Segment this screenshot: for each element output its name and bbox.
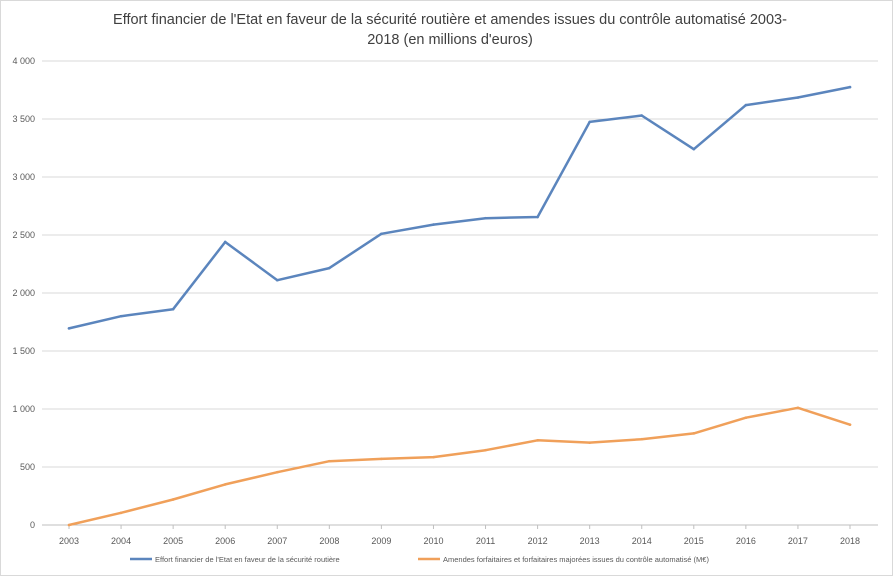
legend-label: Effort financier de l'Etat en faveur de … — [155, 555, 340, 564]
data-point — [744, 103, 748, 107]
y-tick-label: 2 000 — [12, 288, 35, 298]
data-point — [119, 511, 123, 515]
y-tick-label: 2 500 — [12, 230, 35, 240]
data-point — [536, 215, 539, 219]
gridlines — [42, 60, 878, 526]
legend: Effort financier de l'Etat en faveur de … — [130, 555, 709, 564]
y-tick-label: 500 — [20, 462, 35, 472]
data-point — [275, 278, 279, 282]
x-axis-ticks: 2003 2004 2005 2006 2007 2008 2009 2010 2011 2012… — [59, 525, 860, 546]
x-tick-label: 2003 — [59, 536, 79, 546]
x-tick-label: 2004 — [111, 536, 131, 546]
series-line-effort-financier — [67, 85, 852, 330]
x-tick-label: 2011 — [476, 536, 495, 546]
data-point — [223, 240, 227, 244]
data-point — [692, 147, 696, 151]
data-point — [328, 266, 331, 270]
data-point — [275, 470, 279, 474]
chart-title-line-2: 2018 (en millions d'euros) — [367, 32, 533, 48]
data-point — [796, 96, 800, 99]
series-line-amendes — [67, 406, 852, 527]
data-point — [171, 307, 175, 311]
y-tick-label: 1 500 — [12, 346, 35, 356]
x-tick-label: 2018 — [840, 536, 860, 546]
data-point — [380, 232, 383, 236]
data-point — [328, 459, 331, 463]
data-point — [67, 327, 71, 330]
x-tick-label: 2007 — [267, 536, 287, 546]
y-tick-label: 3 000 — [12, 172, 35, 182]
chart-title: Effort financier de l'Etat en faveur de … — [60, 10, 840, 50]
data-point — [848, 423, 852, 426]
data-point — [588, 441, 591, 444]
data-point — [796, 406, 800, 410]
data-point — [432, 223, 435, 226]
y-tick-label: 3 500 — [12, 114, 35, 124]
x-tick-label: 2015 — [684, 536, 704, 546]
data-point — [171, 498, 175, 501]
x-tick-label: 2012 — [528, 536, 548, 546]
x-tick-label: 2008 — [319, 536, 339, 546]
data-point — [588, 120, 591, 124]
data-point — [692, 432, 696, 435]
y-tick-label: 1 000 — [12, 404, 35, 414]
data-point — [119, 314, 123, 318]
data-point — [744, 416, 748, 420]
data-point — [484, 216, 487, 220]
y-axis-ticks: 0 500 1 000 1 500 2 000 2 500 3 000 3 500 4 000 — [12, 56, 35, 530]
data-point — [380, 457, 383, 461]
legend-label: Amendes forfaitaires et forfaitaires maj… — [443, 555, 709, 564]
y-tick-label: 0 — [30, 520, 35, 530]
x-tick-label: 2014 — [632, 536, 652, 546]
data-point — [432, 455, 435, 459]
data-point — [640, 437, 644, 441]
x-tick-label: 2006 — [215, 536, 235, 546]
chart-title-line-1: Effort financier de l'Etat en faveur de … — [113, 12, 787, 28]
x-tick-label: 2009 — [371, 536, 391, 546]
data-point — [640, 114, 644, 117]
x-tick-label: 2016 — [736, 536, 756, 546]
x-tick-label: 2010 — [423, 536, 443, 546]
data-point — [484, 448, 487, 452]
data-point — [67, 523, 71, 527]
data-point — [848, 85, 852, 89]
data-point — [223, 483, 227, 486]
x-tick-label: 2013 — [580, 536, 600, 546]
y-tick-label: 4 000 — [12, 56, 35, 66]
series-lines — [67, 85, 852, 527]
data-point — [536, 439, 539, 442]
x-tick-label: 2017 — [788, 536, 808, 546]
x-tick-label: 2005 — [163, 536, 183, 546]
